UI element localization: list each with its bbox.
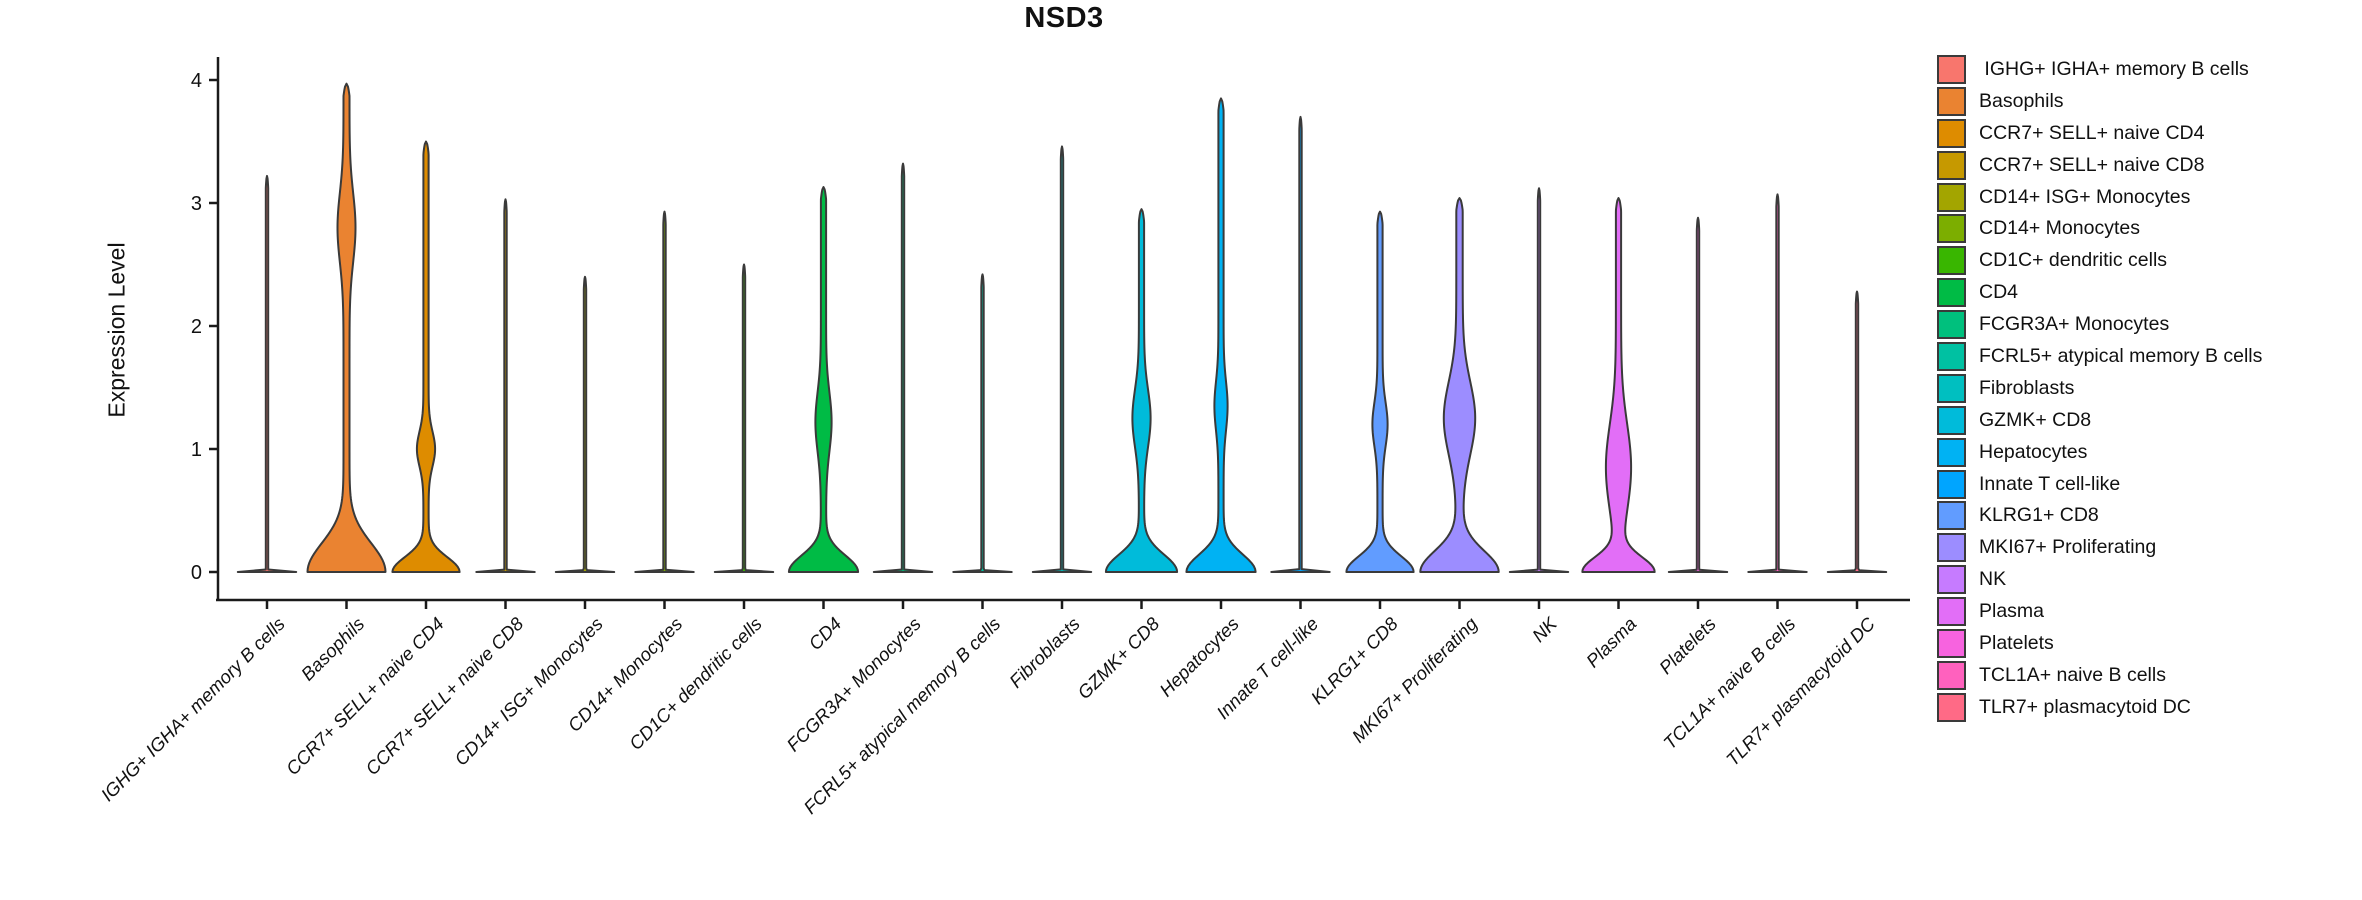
legend-item: NK bbox=[1937, 565, 2262, 595]
legend-swatch bbox=[1937, 501, 1966, 531]
y-tick-label: 0 bbox=[191, 562, 202, 584]
legend-swatch bbox=[1937, 278, 1966, 308]
legend-swatch bbox=[1937, 629, 1966, 659]
legend-swatch bbox=[1937, 150, 1966, 180]
legend-swatch bbox=[1937, 437, 1966, 467]
violin-8 bbox=[872, 162, 934, 573]
violin-12 bbox=[1185, 97, 1257, 573]
legend-label: Platelets bbox=[1979, 632, 2054, 655]
y-tick-label: 2 bbox=[191, 316, 202, 338]
y-tick-label: 4 bbox=[191, 70, 202, 92]
chart-title: NSD3 bbox=[1024, 2, 1104, 34]
legend-swatch bbox=[1937, 533, 1966, 563]
legend-item: TLR7+ plasmacytoid DC bbox=[1937, 692, 2262, 722]
legend-swatch bbox=[1937, 118, 1966, 148]
legend-label: Plasma bbox=[1979, 600, 2045, 623]
violin-0 bbox=[236, 174, 298, 573]
legend-item: Basophils bbox=[1937, 86, 2262, 116]
legend-swatch bbox=[1937, 342, 1966, 372]
legend-item: CD4 bbox=[1937, 278, 2262, 308]
legend-item: CD14+ ISG+ Monocytes bbox=[1937, 182, 2262, 212]
legend-item: Plasma bbox=[1937, 597, 2262, 627]
legend-item: Hepatocytes bbox=[1937, 437, 2262, 467]
violin-4 bbox=[554, 275, 616, 573]
legend-item: IGHG+ IGHA+ memory B cells bbox=[1937, 55, 2262, 84]
legend-label: NK bbox=[1979, 568, 2007, 591]
legend-swatch bbox=[1937, 692, 1966, 722]
legend-item: CD1C+ dendritic cells bbox=[1937, 246, 2262, 276]
violin-3 bbox=[475, 198, 536, 573]
legend-label: CD14+ ISG+ Monocytes bbox=[1979, 185, 2191, 208]
violin-13 bbox=[1270, 115, 1331, 573]
legend-swatch bbox=[1937, 565, 1966, 595]
legend-label: Basophils bbox=[1979, 89, 2064, 112]
legend-item: Fibroblasts bbox=[1937, 373, 2262, 403]
legend-label: Fibroblasts bbox=[1979, 376, 2075, 399]
legend-item: KLRG1+ CD8 bbox=[1937, 501, 2262, 531]
legend-swatch bbox=[1937, 405, 1966, 435]
violin-1 bbox=[306, 82, 387, 573]
legend-swatch bbox=[1937, 469, 1966, 499]
violin-2 bbox=[391, 140, 461, 573]
legend-swatch bbox=[1937, 182, 1966, 212]
legend-label: FCRL5+ atypical memory B cells bbox=[1979, 345, 2263, 368]
violin-10 bbox=[1031, 145, 1093, 573]
legend-swatch bbox=[1937, 55, 1966, 84]
violin-6 bbox=[713, 263, 775, 573]
legend-item: FCRL5+ atypical memory B cells bbox=[1937, 342, 2263, 372]
legend-label: CD1C+ dendritic cells bbox=[1979, 249, 2168, 272]
legend-swatch bbox=[1937, 373, 1966, 403]
legend-item: GZMK+ CD8 bbox=[1937, 405, 2262, 435]
legend-label: TCL1A+ naive B cells bbox=[1979, 663, 2166, 686]
legend-swatch bbox=[1937, 310, 1966, 340]
legend-label: FCGR3A+ Monocytes bbox=[1979, 313, 2170, 336]
legend-item: CCR7+ SELL+ naive CD4 bbox=[1937, 118, 2262, 148]
legend-swatch bbox=[1937, 214, 1966, 244]
legend-label: IGHG+ IGHA+ memory B cells bbox=[1979, 58, 2249, 80]
violin-17 bbox=[1581, 197, 1656, 573]
y-tick-label: 3 bbox=[191, 193, 202, 215]
legend: IGHG+ IGHA+ memory B cells Basophils CCR7+… bbox=[1937, 55, 2262, 722]
violin-15 bbox=[1419, 197, 1500, 573]
legend-item: MKI67+ Proliferating bbox=[1937, 533, 2262, 563]
legend-swatch bbox=[1937, 660, 1966, 690]
y-tick-label: 1 bbox=[191, 439, 202, 461]
legend-item: Innate T cell-like bbox=[1937, 469, 2262, 499]
violin-5 bbox=[634, 210, 695, 573]
violin-20 bbox=[1826, 290, 1888, 573]
legend-item: TCL1A+ naive B cells bbox=[1937, 660, 2262, 690]
violin-16 bbox=[1508, 187, 1570, 573]
legend-label: Innate T cell-like bbox=[1979, 472, 2121, 495]
legend-label: CD4 bbox=[1979, 281, 2019, 304]
legend-swatch bbox=[1937, 86, 1966, 116]
legend-label: CCR7+ SELL+ naive CD8 bbox=[1979, 153, 2205, 176]
legend-swatch bbox=[1937, 246, 1966, 276]
violin-18 bbox=[1667, 216, 1729, 573]
legend-label: MKI67+ Proliferating bbox=[1979, 536, 2157, 559]
legend-item: CD14+ Monocytes bbox=[1937, 214, 2262, 244]
legend-label: GZMK+ CD8 bbox=[1979, 408, 2092, 431]
violin-19 bbox=[1747, 193, 1808, 573]
violin-7 bbox=[787, 186, 860, 573]
violin-9 bbox=[952, 273, 1013, 573]
legend-label: CCR7+ SELL+ naive CD4 bbox=[1979, 121, 2205, 144]
legend-item: Platelets bbox=[1937, 629, 2262, 659]
legend-swatch bbox=[1937, 597, 1966, 627]
legend-item: CCR7+ SELL+ naive CD8 bbox=[1937, 150, 2262, 180]
legend-label: Hepatocytes bbox=[1979, 440, 2088, 463]
legend-label: CD14+ Monocytes bbox=[1979, 217, 2140, 240]
legend-item: FCGR3A+ Monocytes bbox=[1937, 310, 2262, 340]
legend-label: KLRG1+ CD8 bbox=[1979, 504, 2099, 527]
violin-14 bbox=[1345, 210, 1415, 573]
violin-11 bbox=[1104, 208, 1179, 573]
legend-label: TLR7+ plasmacytoid DC bbox=[1979, 695, 2191, 718]
